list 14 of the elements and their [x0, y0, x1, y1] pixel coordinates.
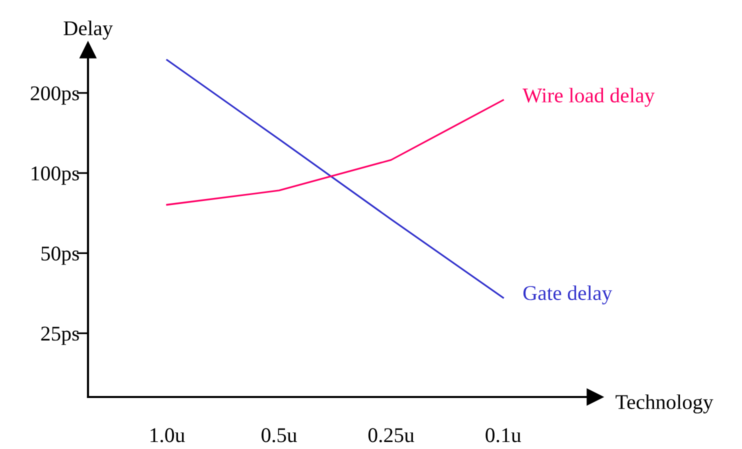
- series-label: Wire load delay: [522, 88, 655, 107]
- x-tick-label: 0.1u: [486, 428, 521, 442]
- series-label: Gate delay: [523, 285, 612, 304]
- x-tick-label: 1.0u: [150, 428, 185, 442]
- y-axis-title: Delay: [64, 20, 113, 40]
- line-series: [166, 99, 504, 206]
- x-tick-label: 0.25u: [368, 428, 414, 442]
- x-axis-title: Technology: [616, 394, 714, 414]
- y-tick-label: 25ps: [41, 326, 79, 345]
- y-tick-label: 100ps: [32, 166, 79, 185]
- line-series: [166, 59, 504, 299]
- y-tick-label: 50ps: [42, 246, 79, 265]
- x-tick-label: 0.5u: [262, 428, 297, 442]
- y-tick-label: 200ps: [30, 86, 79, 105]
